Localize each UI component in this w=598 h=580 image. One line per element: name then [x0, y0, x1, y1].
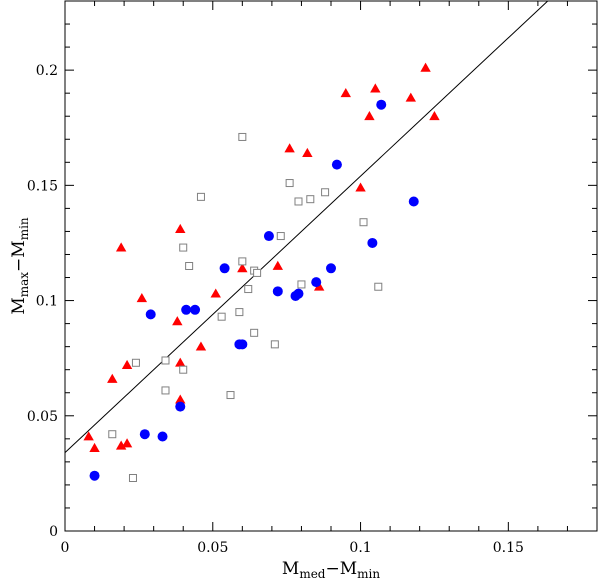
square-point	[270, 340, 279, 349]
square-point	[244, 285, 253, 294]
y-axis-label-m2: −M	[9, 240, 29, 272]
square-point	[226, 391, 235, 400]
y-tick-label: 0.05	[27, 409, 58, 425]
circle-point	[408, 196, 419, 207]
square-point	[235, 308, 244, 317]
triangle-point	[107, 373, 118, 383]
square-point	[238, 132, 247, 141]
square-point	[374, 282, 383, 291]
square-point	[253, 268, 262, 277]
triangle-point	[370, 83, 381, 93]
circle-point	[145, 309, 156, 320]
square-point	[297, 280, 306, 289]
circle-point	[367, 237, 378, 248]
square-point	[161, 386, 170, 395]
y-tick-label: 0.1	[36, 294, 58, 310]
y-axis-label-sub2: min	[17, 217, 31, 240]
square-point	[306, 195, 315, 204]
triangle-point	[121, 438, 133, 448]
square-point	[238, 257, 247, 266]
x-axis-label: Mmed−Mmin	[282, 559, 380, 580]
triangle-point	[210, 288, 221, 298]
triangle-point	[284, 143, 295, 153]
circle-point	[263, 231, 274, 242]
data-points	[83, 62, 440, 482]
triangle-point	[175, 357, 186, 367]
triangle-point	[115, 242, 127, 252]
square-point	[161, 356, 170, 365]
triangle-point	[83, 431, 94, 441]
triangle-point	[272, 260, 283, 270]
circle-point	[190, 304, 201, 315]
circle-point	[326, 263, 336, 274]
square-point	[185, 262, 194, 270]
triangle-point	[172, 316, 183, 326]
square-point	[179, 243, 188, 252]
triangle-point	[340, 87, 351, 98]
tick-labels: 0 0.05 0.1 0.15 0 0.05 0.1 0.15 0.2	[27, 63, 524, 556]
circle-point	[89, 470, 100, 481]
y-tick-label: 0	[49, 524, 58, 540]
square-point	[217, 312, 226, 321]
x-axis-label-sub1: med	[299, 567, 325, 580]
square-point	[294, 197, 303, 206]
y-tick-label: 0.15	[27, 178, 58, 194]
square-point	[179, 365, 188, 374]
circle-point	[175, 401, 186, 412]
circle-point	[272, 286, 283, 297]
circle-point	[157, 431, 168, 442]
triangle-point	[175, 394, 186, 404]
y-tick-label: 0.2	[36, 63, 58, 79]
triangle-point	[429, 111, 440, 121]
square-point	[108, 430, 117, 439]
square-point	[321, 188, 330, 197]
x-tick-label: 0	[61, 540, 70, 556]
triangle-point	[237, 263, 248, 273]
triangle-point	[364, 111, 375, 121]
square-point	[131, 358, 140, 367]
circle-point	[311, 277, 322, 288]
circle-point	[293, 288, 304, 299]
square-point	[359, 218, 368, 227]
x-axis-label-m1: M	[282, 559, 299, 579]
circle-point	[181, 304, 192, 315]
triangle-point	[420, 62, 431, 72]
plot-frame	[64, 0, 598, 532]
triangle-point	[355, 182, 366, 192]
x-axis-label-m2: −M	[325, 559, 357, 579]
circle-point	[376, 99, 387, 110]
square-point	[285, 179, 294, 188]
x-tick-label: 0.15	[493, 540, 524, 556]
triangle-point	[175, 223, 186, 234]
circle-point	[237, 339, 248, 350]
circle-point	[139, 429, 150, 440]
x-tick-label: 0.05	[197, 540, 228, 556]
fit-line-layer	[64, 0, 549, 454]
x-tick-label: 0.1	[349, 540, 371, 556]
circle-point	[219, 263, 230, 274]
triangle-point	[115, 440, 127, 450]
triangle-point	[121, 359, 133, 369]
y-axis-label: Mmax−Mmin	[9, 217, 31, 315]
y-axis-label-m1: M	[9, 297, 29, 314]
x-axis-label-sub2: min	[357, 567, 380, 580]
triangle-point	[136, 293, 148, 303]
square-point	[250, 328, 259, 337]
circle-point	[331, 159, 342, 170]
square-point	[196, 192, 205, 201]
square-point	[276, 232, 285, 241]
fit-line	[64, 0, 549, 454]
triangle-point	[302, 147, 313, 157]
triangle-point	[195, 341, 207, 351]
triangle-point	[89, 442, 100, 452]
y-axis-label-sub1: max	[17, 272, 31, 298]
square-point	[128, 474, 137, 482]
triangle-point	[405, 92, 416, 102]
